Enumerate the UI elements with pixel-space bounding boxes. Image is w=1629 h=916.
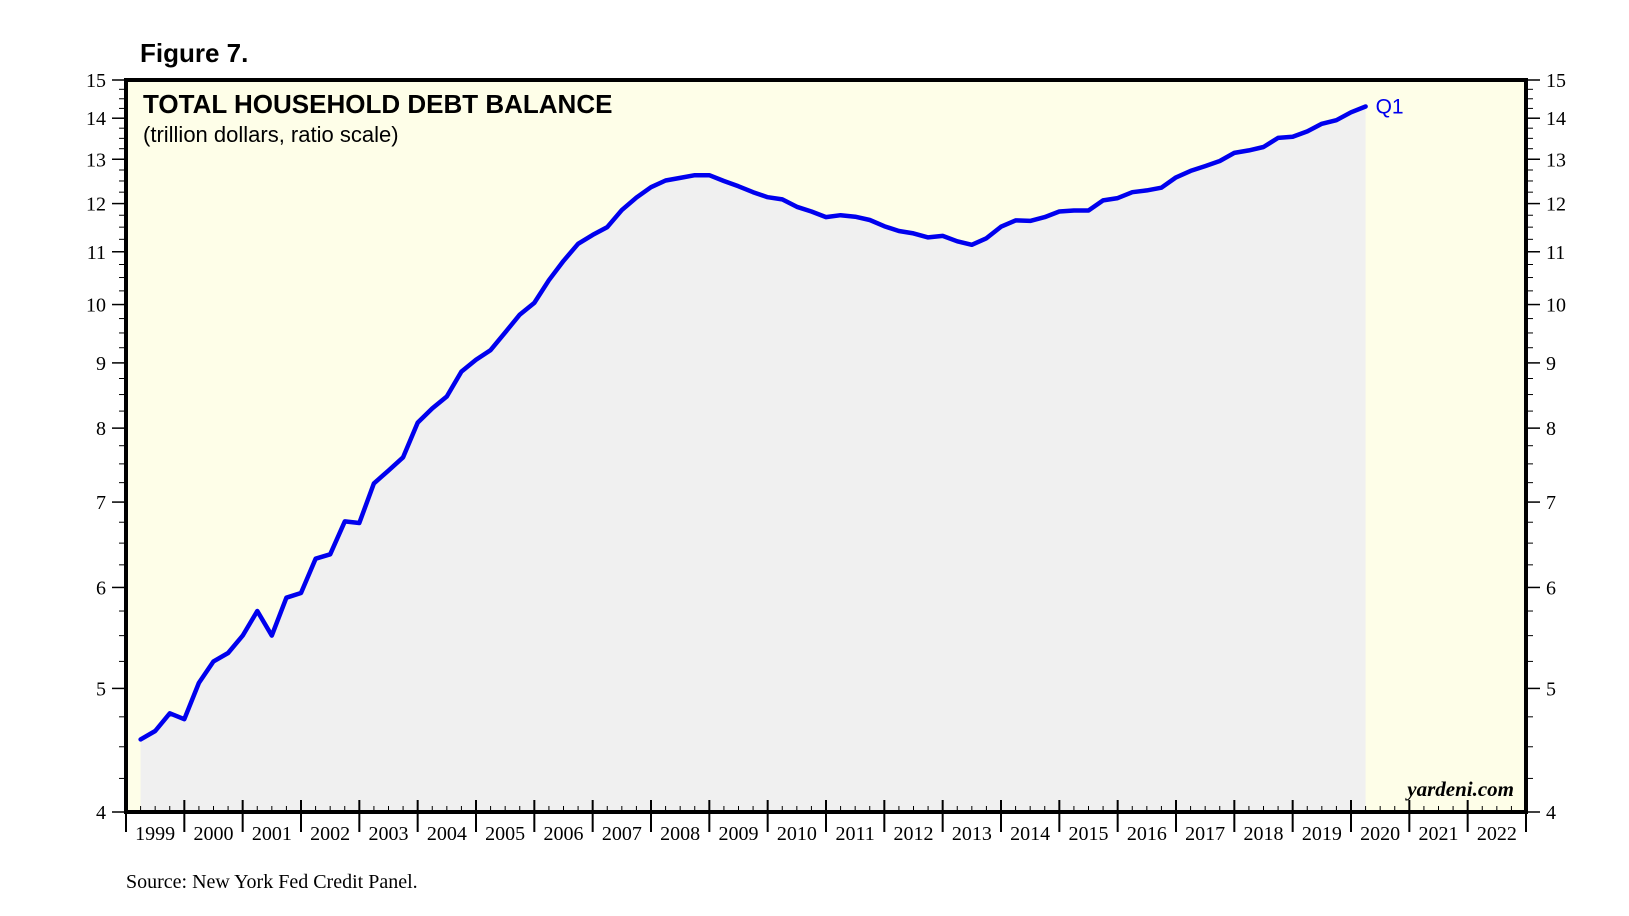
y-tick-label-left: 4 (96, 802, 106, 824)
y-tick-label-left: 5 (96, 678, 106, 700)
x-tick-label: 2005 (485, 823, 525, 845)
x-tick-label: 2013 (952, 823, 992, 845)
x-tick-label: 2017 (1185, 823, 1225, 845)
x-tick-label: 2010 (777, 823, 817, 845)
y-tick-label-left: 11 (87, 242, 106, 264)
y-tick-label-right: 13 (1546, 149, 1566, 171)
x-tick-label: 2007 (602, 823, 642, 845)
y-tick-label-right: 14 (1546, 108, 1566, 130)
y-tick-label-right: 11 (1546, 242, 1565, 264)
y-tick-label-left: 12 (86, 194, 106, 216)
y-tick-label-right: 15 (1546, 70, 1566, 92)
x-tick-label: 2021 (1419, 823, 1459, 845)
y-axis-right: 4 5 6 7 8 9 10 11 12 13 14 15 (1526, 70, 1566, 824)
y-tick-label-right: 7 (1546, 492, 1556, 514)
x-tick-label: 1999 (135, 823, 175, 845)
x-tick-label: 2002 (310, 823, 350, 845)
y-tick-label-left: 10 (86, 295, 106, 317)
y-tick-label-right: 5 (1546, 678, 1556, 700)
y-tick-label-left: 14 (86, 108, 106, 130)
y-tick-label-left: 15 (86, 70, 106, 92)
x-tick-label: 2022 (1477, 823, 1517, 845)
series-end-label: Q1 (1376, 96, 1404, 119)
figure-label: Figure 7. (140, 38, 248, 68)
plot-frame (124, 78, 1528, 814)
x-tick-label: 2019 (1302, 823, 1342, 845)
debt-area-fill (140, 106, 1366, 810)
y-tick-label-left: 7 (96, 492, 106, 514)
x-tick-label: 2008 (660, 823, 700, 845)
y-axis-left: 4 5 6 7 8 9 10 11 12 13 14 15 (86, 70, 126, 824)
x-tick-label: 2001 (252, 823, 292, 845)
y-tick-label-right: 4 (1546, 802, 1556, 824)
x-tick-label: 2009 (719, 823, 759, 845)
x-tick-label: 2014 (1010, 823, 1050, 845)
watermark: yardeni.com (1404, 777, 1514, 801)
y-tick-label-right: 6 (1546, 577, 1556, 599)
x-tick-label: 2003 (369, 823, 409, 845)
y-tick-label-right: 10 (1546, 295, 1566, 317)
y-tick-label-left: 9 (96, 353, 106, 375)
y-tick-label-right: 9 (1546, 353, 1556, 375)
x-tick-label: 2006 (544, 823, 584, 845)
x-tick-label: 2020 (1360, 823, 1400, 845)
y-tick-label-left: 8 (96, 418, 106, 440)
source-note: Source: New York Fed Credit Panel. (126, 871, 418, 893)
x-tick-label: 2016 (1127, 823, 1167, 845)
x-tick-label: 2018 (1244, 823, 1284, 845)
x-tick-label: 2015 (1069, 823, 1109, 845)
debt-series-line (138, 104, 1368, 742)
y-tick-label-left: 6 (96, 577, 106, 599)
chart-subtitle: (trillion dollars, ratio scale) (143, 122, 399, 147)
y-tick-label-right: 12 (1546, 194, 1566, 216)
x-tick-label: 2012 (894, 823, 934, 845)
y-tick-label-left: 13 (86, 149, 106, 171)
x-tick-label: 2000 (194, 823, 234, 845)
x-tick-label: 2011 (836, 823, 875, 845)
y-tick-label-right: 8 (1546, 418, 1556, 440)
chart-title: TOTAL HOUSEHOLD DEBT BALANCE (143, 89, 612, 119)
x-tick-label: 2004 (427, 823, 467, 845)
x-axis: 1999 2000 2001 2002 2003 2004 2005 2006 2007 2008… (125, 800, 1527, 845)
